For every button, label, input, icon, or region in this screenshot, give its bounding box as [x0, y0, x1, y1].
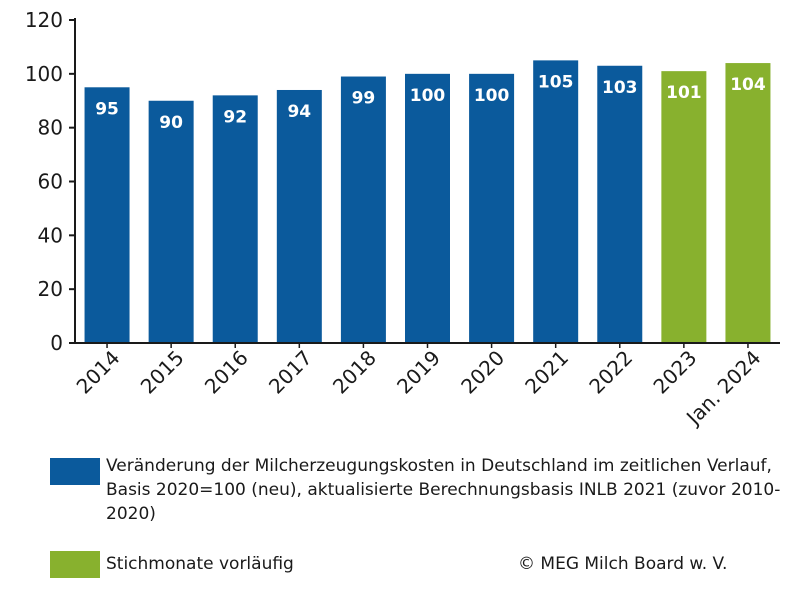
legend-label-provisional: Stichmonate vorläufig	[106, 554, 294, 574]
x-tick-label: 2017	[264, 346, 317, 399]
bar-value-label: 99	[352, 89, 376, 109]
bar-value-label: 94	[287, 102, 311, 122]
bar	[405, 73, 450, 343]
y-tick-label: 100	[25, 62, 63, 86]
bar	[661, 71, 707, 344]
legend-swatch-provisional	[50, 551, 100, 578]
y-tick-label: 20	[38, 277, 63, 301]
bar-value-label: 101	[666, 83, 702, 103]
bar-value-label: 103	[602, 78, 638, 98]
bar	[533, 60, 579, 343]
x-tick-label: 2022	[584, 346, 637, 399]
y-tick-label: 120	[25, 8, 63, 32]
x-tick-label: 2014	[72, 346, 125, 399]
y-tick-label: 80	[38, 116, 63, 140]
copyright-notice: © MEG Milch Board w. V.	[518, 554, 728, 574]
bar	[340, 76, 386, 344]
bar-value-label: 90	[159, 113, 183, 133]
y-tick-label: 40	[38, 223, 63, 247]
x-tick-label: 2021	[520, 346, 573, 399]
bar	[597, 65, 643, 343]
x-tick-label: 2015	[136, 346, 189, 399]
x-tick-label: 2023	[648, 346, 701, 399]
x-tick-label: 2018	[328, 346, 381, 399]
bar	[212, 95, 258, 343]
x-tick-label: 2020	[456, 346, 509, 399]
y-tick-label: 0	[50, 331, 63, 355]
bar-value-label: 100	[410, 86, 446, 106]
bar-value-label: 92	[223, 107, 247, 127]
y-tick-label: 60	[38, 170, 63, 194]
bar	[276, 89, 322, 343]
legend-label-final: Veränderung der Milcherzeugungskosten in…	[106, 456, 781, 524]
bar	[725, 63, 771, 344]
bar-value-label: 105	[538, 72, 574, 92]
bar-value-label: 100	[474, 86, 510, 106]
x-tick-label: 2016	[200, 346, 253, 399]
bar-value-label: 104	[730, 75, 766, 95]
x-tick-label: 2019	[392, 346, 445, 399]
bar	[469, 73, 515, 343]
bar	[148, 100, 194, 343]
legend-swatch-final	[50, 458, 100, 485]
bar	[84, 87, 130, 344]
bar-chart: 0 20 40 60 80 100 120 95 2014 90 2015 92 2016 94 2017 9…	[25, 8, 780, 431]
bar-value-label: 95	[95, 99, 119, 119]
